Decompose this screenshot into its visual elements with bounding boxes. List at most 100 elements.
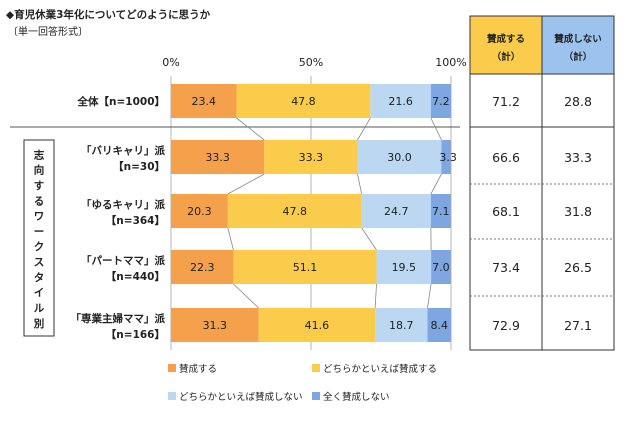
bar-segment [258,308,376,342]
row-label-n: 【n=30】 [113,160,165,173]
bar-segment [430,84,451,118]
chart-title: ◆育児休業3年化についてどのように思うか [6,9,211,21]
bar-segment [227,194,362,228]
group-label-char: 向 [34,164,45,177]
bar-value-label: 7.1 [432,205,450,218]
summary-value: 31.8 [564,204,592,219]
bar-value-label: 33.3 [299,151,324,164]
group-label-char: ー [34,226,45,238]
bar-segment [441,140,451,174]
bar-segment [427,308,451,342]
row-label: 「パートママ」派 [81,254,165,267]
connector-line [236,117,265,141]
bar-value-label: 33.3 [205,151,230,164]
bar-value-label: 19.5 [392,261,417,274]
connector-line [233,283,259,309]
summary-header-sub: （計） [492,51,521,63]
bar-value-label: 8.4 [430,319,448,332]
summary-value: 71.2 [492,94,520,109]
summary-value: 26.5 [564,260,592,275]
legend-swatch [312,392,320,400]
bar-value-label: 7.0 [432,261,450,274]
group-label-char: 志 [34,148,45,161]
bar-segment [171,250,234,284]
group-label-char: 別 [33,317,45,330]
connector-line [430,117,442,141]
legend-label: 賛成する [179,363,217,375]
legend-swatch [312,364,320,372]
summary-header-sub: （計） [564,51,593,63]
legend-swatch [168,364,176,372]
group-label-char: ク [34,241,45,253]
bar-value-label: 51.1 [293,261,318,274]
bar-value-label: 23.4 [192,95,217,108]
bar-segment [171,140,265,174]
group-label-char: る [34,195,45,207]
row-label: 「専業主婦ママ」派 [71,312,166,325]
summary-value: 33.3 [564,150,592,165]
bar-segment [233,250,377,284]
row-label-n: 【n=364】 [106,214,165,227]
group-label-char: ル [34,302,45,314]
bar-value-label: 22.3 [190,261,215,274]
connector-line [227,227,234,251]
bar-segment [264,140,358,174]
bar-segment [357,140,442,174]
summary-value: 27.1 [564,318,592,333]
summary-header-label: 賛成しない [553,33,602,45]
bar-value-label: 30.0 [387,151,412,164]
group-label-char: す [34,180,45,192]
bar-value-label: 21.6 [388,95,413,108]
bar-segment [361,194,431,228]
group-label-char: タ [34,272,45,284]
row-label: 「ゆるキャリ」派 [81,198,165,211]
bar-value-label: 41.6 [305,319,330,332]
legend-swatch [168,392,176,400]
group-label-box [23,139,55,337]
connector-line [357,173,363,195]
bar-segment [376,250,432,284]
x-tick-label: 100% [435,56,466,69]
summary-header-label: 賛成する [486,33,525,45]
summary-header-cell [541,15,615,75]
x-tick-label: 0% [162,56,179,69]
summary-value: 28.8 [564,94,592,109]
bar-value-label: 47.8 [283,205,308,218]
connector-line [357,117,371,141]
bar-segment [171,84,237,118]
group-label-char: ワ [34,211,45,223]
bar-value-label: 7.2 [432,95,450,108]
row-label: 全体【n=1000】 [77,95,166,108]
x-tick-label: 50% [299,56,323,69]
bar-value-label: 3.3 [439,151,457,164]
bar-value-label: 24.7 [384,205,409,218]
legend-label: どちらかといえば賛成する [323,363,437,375]
summary-value: 68.1 [492,204,520,219]
bar-value-label: 18.7 [389,319,414,332]
summary-header-cell [469,15,543,75]
bar-value-label: 47.8 [291,95,316,108]
legend-label: 全く賛成しない [323,391,390,403]
chart-subtitle: 〔単一回答形式〕 [8,27,88,38]
row-label: 「バリキャリ」派 [81,144,165,157]
summary-value: 73.4 [492,260,520,275]
summary-value: 66.6 [492,150,520,165]
summary-value: 72.9 [492,318,520,333]
bar-value-label: 31.3 [203,319,228,332]
row-label-n: 【n=440】 [106,270,165,283]
connector-line [374,283,377,309]
bar-segment [370,84,431,118]
bar-segment [171,308,259,342]
row-label-n: 【n=166】 [106,328,165,341]
bar-segment [171,194,228,228]
connector-line [227,173,265,195]
bar-segment [430,194,451,228]
bar-segment [375,308,428,342]
connector-line [361,227,377,251]
bar-value-label: 20.3 [187,205,212,218]
group-label-char: ス [34,257,45,269]
bar-segment [431,250,451,284]
connector-line [427,283,432,309]
connector-line [430,173,442,195]
